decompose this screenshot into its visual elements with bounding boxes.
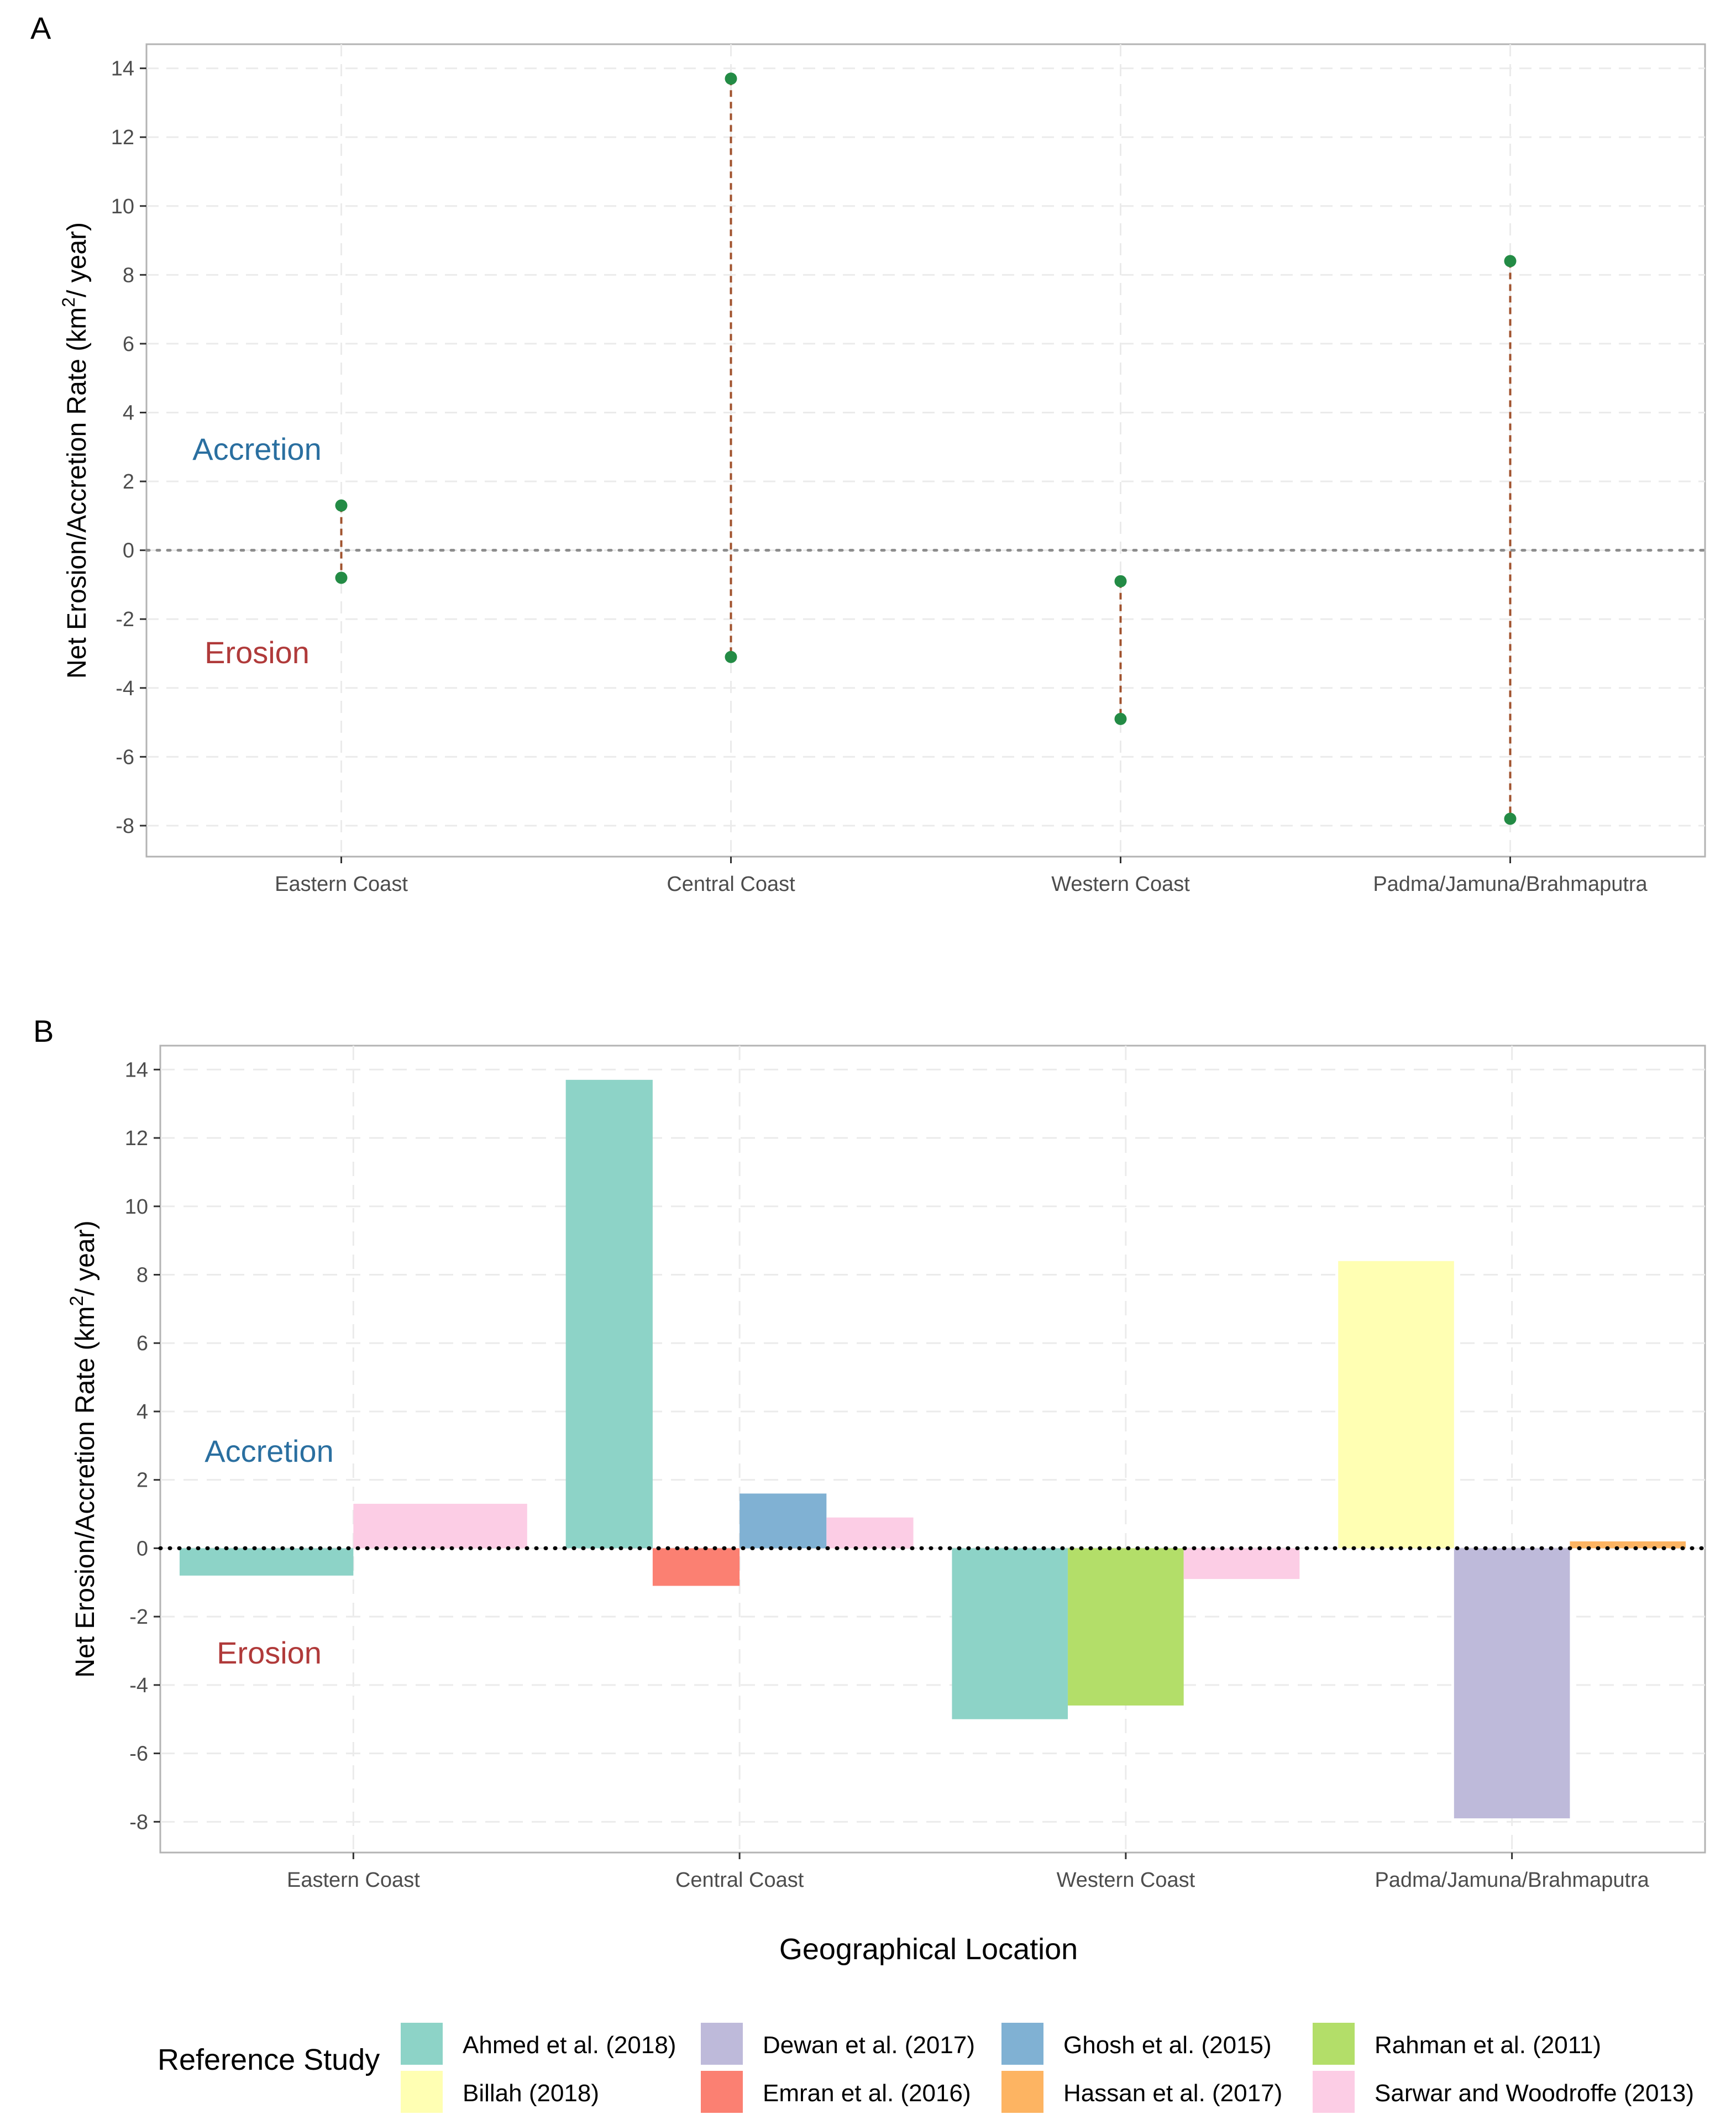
y-tick-label: -4 [116,677,134,700]
panel-b-y-title-sup: 2 [66,1295,87,1306]
range-min-point [335,571,348,584]
panel-a-accretion-label: Accretion [192,432,321,466]
legend-label: Billah (2018) [463,2080,599,2107]
panel-a-data-marks [335,72,1517,825]
panel-a-y-title-main: Net Erosion/Accretion Rate (km [62,307,92,679]
y-tick-label: 0 [123,539,134,563]
panel-b-y-title-main: Net Erosion/Accretion Rate (km [71,1306,100,1677]
bar [826,1517,914,1549]
legend-swatch [401,2023,443,2065]
panel-a-y-axis: 14 12 10 8 6 4 2 0 -2 -4 -6 -8 [111,57,146,838]
range-min-point [1504,812,1517,825]
y-tick-label: 0 [137,1537,148,1560]
panel-b-chart: 14 12 10 8 6 4 2 0 -2 -4 -6 -8 Eastern Coast Central… [125,1045,1707,1892]
range-max-point [1504,255,1517,267]
panel-b-accretion-label: Accretion [204,1434,333,1468]
legend-label: Hassan et al. (2017) [1063,2080,1282,2107]
legend-label: Sarwar and Woodroffe (2013) [1375,2080,1694,2107]
panel-a-background [145,43,1706,858]
legend-swatch [701,2023,743,2065]
y-tick-label: 2 [123,470,134,494]
y-tick-label: 14 [111,57,134,81]
y-tick-label: 4 [123,401,134,424]
x-tick-label: Eastern Coast [287,1869,420,1892]
y-tick-label: 12 [125,1127,148,1150]
legend-swatch [1313,2071,1355,2113]
legend-swatch [401,2071,443,2113]
y-tick-label: 6 [123,333,134,356]
bar [1454,1548,1570,1819]
legend-swatch [1313,2023,1355,2065]
bar [1338,1261,1454,1549]
legend-label: Dewan et al. (2017) [763,2032,975,2059]
panel-b-x-axis-title: Geographical Location [779,1933,1078,1966]
range-max-point [1114,575,1127,587]
y-tick-label: 8 [123,264,134,287]
panel-a-erosion-label: Erosion [204,635,310,670]
y-tick-label: -2 [129,1605,148,1629]
legend-swatch [1001,2071,1043,2113]
y-tick-label: 6 [137,1332,148,1355]
y-tick-label: -8 [116,815,134,838]
y-tick-label: -6 [129,1743,148,1766]
range-min-point [725,650,737,663]
bar [652,1548,740,1586]
panel-a-label: A [30,11,51,45]
y-tick-label: 12 [111,126,134,149]
panel-b-y-axis-title: Net Erosion/Accretion Rate (km2/ year) [66,1220,100,1677]
bar [565,1079,653,1549]
legend-label: Rahman et al. (2011) [1375,2032,1601,2059]
panel-a-x-axis: Eastern Coast Central Coast Western Coast P… [275,857,1648,896]
range-min-point [1114,712,1127,725]
legend-title: Reference Study [158,2043,380,2076]
panel-b-data-marks [179,1079,1686,1819]
bar [1183,1548,1300,1580]
range-max-point [335,499,348,512]
legend-swatch [1001,2023,1043,2065]
y-tick-label: 14 [125,1058,148,1082]
panel-a-y-axis-title: Net Erosion/Accretion Rate (km2/ year) [59,222,92,679]
y-tick-label: 10 [125,1195,148,1219]
panel-a-chart: 14 12 10 8 6 4 2 0 -2 -4 -6 -8 Eastern Coast Central… [111,43,1707,896]
legend-label: Ahmed et al. (2018) [463,2032,676,2059]
bar [179,1548,354,1576]
y-tick-label: -6 [116,746,134,769]
y-tick-label: -8 [129,1811,148,1834]
legend-label: Ghosh et al. (2015) [1063,2032,1272,2059]
y-tick-label: -4 [129,1674,148,1697]
x-tick-label: Western Coast [1057,1869,1195,1892]
y-tick-label: 2 [137,1469,148,1492]
legend-label: Emran et al. (2016) [763,2080,971,2107]
x-tick-label: Central Coast [675,1869,804,1892]
panel-a-y-title-sup: 2 [59,297,78,307]
range-max-point [725,72,737,85]
x-tick-label: Padma/Jamuna/Brahmaputra [1375,1869,1649,1892]
bar [1068,1548,1184,1706]
bar [739,1493,827,1549]
panel-a-y-title-end: / year) [62,222,92,297]
bar [952,1548,1068,1719]
y-tick-label: 10 [111,195,134,218]
x-tick-label: Padma/Jamuna/Brahmaputra [1373,873,1648,896]
x-tick-label: Western Coast [1051,873,1190,896]
y-tick-label: 4 [137,1400,148,1424]
x-tick-label: Central Coast [667,873,795,896]
panel-b-y-axis: 14 12 10 8 6 4 2 0 -2 -4 -6 -8 [125,1058,160,1834]
legend-items: Ahmed et al. (2018) Billah (2018) Dewan et… [401,2023,1694,2113]
legend-swatch [701,2071,743,2113]
x-tick-label: Eastern Coast [275,873,408,896]
y-tick-label: -2 [116,608,134,631]
y-tick-label: 8 [137,1263,148,1287]
panel-b-x-axis: Eastern Coast Central Coast Western Coast P… [287,1853,1650,1892]
legend: Reference Study Ahmed et al. (2018) Billa… [158,2023,1694,2113]
panel-b-y-title-end: / year) [71,1220,100,1295]
panel-b-label: B [33,1014,54,1048]
panel-b-erosion-label: Erosion [217,1635,322,1670]
bar [353,1503,527,1549]
